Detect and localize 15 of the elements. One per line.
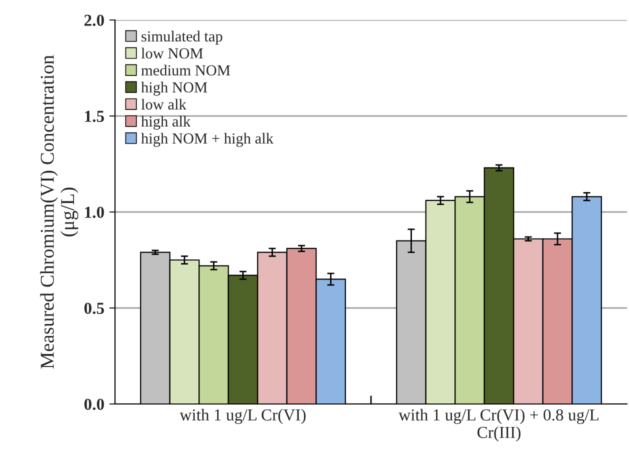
- legend-label: simulated tap: [142, 30, 222, 45]
- y-tick-label: 2.0: [84, 14, 104, 26]
- legend-label: high alk: [141, 116, 191, 130]
- legend-label: low alk: [141, 98, 186, 110]
- x-tick-label: with 1 ug/L Cr(VI): [180, 408, 306, 424]
- x-tick-label: with 1 ug/L Cr(VI) + 0.8 ug/L Cr(III): [398, 408, 598, 442]
- y-tick-label: 1.5: [85, 110, 104, 122]
- legend-label: high NOM: [141, 82, 208, 96]
- y-tick-label: 0.0: [84, 398, 104, 410]
- y-tick-label: 1.0: [85, 206, 104, 218]
- y-tick-label: 0.5: [84, 302, 104, 314]
- legend-label: medium NOM: [141, 64, 230, 76]
- legend-label: low NOM: [141, 48, 203, 59]
- y-axis-title: Measured Chromium(VI) Concentration (μg/L): [40, 55, 78, 369]
- legend-label: high NOM + high alk: [141, 132, 274, 147]
